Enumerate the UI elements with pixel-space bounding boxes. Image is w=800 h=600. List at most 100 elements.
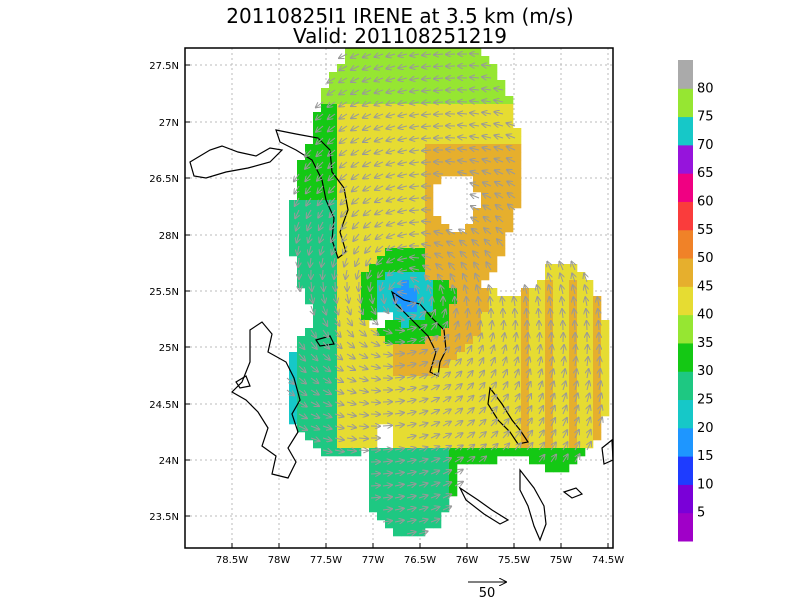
- wind-cell: [457, 312, 466, 321]
- wind-vector: [394, 448, 404, 450]
- wind-vector: [466, 457, 474, 463]
- wind-cell: [401, 128, 410, 137]
- wind-cell: [417, 112, 426, 121]
- wind-cell: [321, 400, 330, 409]
- wind-vector: [410, 90, 420, 92]
- wind-cell: [369, 160, 378, 169]
- wind-cell: [345, 128, 354, 137]
- wind-cell: [497, 120, 506, 129]
- wind-cell: [361, 168, 370, 177]
- wind-cell: [425, 184, 434, 193]
- wind-vector: [346, 438, 356, 439]
- wind-cell: [449, 440, 458, 449]
- wind-cell: [449, 80, 458, 89]
- wind-cell: [465, 440, 474, 449]
- wind-vector: [418, 399, 427, 402]
- wind-vector: [551, 382, 554, 391]
- wind-cell: [561, 384, 570, 393]
- wind-cell: [417, 176, 426, 185]
- wind-vector: [346, 378, 355, 381]
- wind-cell: [433, 144, 442, 153]
- wind-vector: [371, 293, 373, 303]
- wind-vector: [471, 183, 480, 186]
- wind-cell: [329, 304, 338, 313]
- wind-cell: [345, 176, 354, 185]
- wind-vector: [508, 205, 516, 211]
- wind-cell: [313, 168, 322, 177]
- wind-vector: [334, 450, 344, 452]
- wind-vector: [483, 205, 492, 210]
- wind-cell: [321, 144, 330, 153]
- wind-cell: [553, 464, 562, 473]
- wind-cell: [385, 288, 394, 297]
- wind-vector: [418, 531, 428, 534]
- wind-cell: [377, 200, 386, 209]
- wind-vector: [415, 286, 419, 295]
- wind-vector: [495, 159, 504, 162]
- wind-cell: [465, 320, 474, 329]
- wind-cell: [289, 384, 298, 393]
- wind-vector: [418, 483, 428, 486]
- wind-vector: [351, 66, 360, 70]
- wind-cell: [345, 104, 354, 113]
- wind-vector: [472, 240, 480, 247]
- wind-vector: [515, 345, 517, 355]
- wind-vector: [328, 89, 336, 95]
- wind-vector: [370, 474, 380, 475]
- wind-vector: [411, 278, 420, 282]
- wind-cell: [569, 376, 578, 385]
- wind-cell: [465, 328, 474, 337]
- wind-vector: [382, 354, 392, 355]
- wind-cell: [393, 216, 402, 225]
- wind-cell: [561, 464, 570, 473]
- wind-vector: [422, 78, 432, 79]
- wind-vector: [482, 112, 492, 114]
- wind-vector: [370, 342, 379, 346]
- wind-vector: [387, 150, 396, 153]
- wind-cell: [457, 64, 466, 73]
- wind-cell: [497, 336, 506, 345]
- wind-cell: [313, 408, 322, 417]
- wind-cell: [369, 400, 378, 409]
- wind-cell: [353, 224, 362, 233]
- wind-vector: [310, 341, 317, 349]
- wind-cell: [481, 264, 490, 273]
- wind-vector: [466, 408, 474, 415]
- wind-vector: [491, 346, 494, 355]
- wind-cell: [401, 56, 410, 65]
- wind-cell: [409, 248, 418, 257]
- wind-cell: [585, 352, 594, 361]
- wind-cell: [473, 88, 482, 97]
- wind-cell: [345, 376, 354, 385]
- wind-cell: [385, 104, 394, 113]
- wind-vector: [406, 496, 416, 498]
- wind-cell: [345, 448, 354, 457]
- wind-cell: [473, 328, 482, 337]
- wind-cell: [553, 280, 562, 289]
- wind-cell: [361, 400, 370, 409]
- wind-vector: [298, 377, 306, 384]
- wind-vector: [358, 414, 368, 415]
- wind-vector: [482, 101, 492, 103]
- wind-vector: [382, 414, 392, 415]
- wind-cell: [505, 112, 514, 121]
- wind-vector: [410, 210, 420, 211]
- wind-cell: [449, 240, 458, 249]
- wind-cell: [529, 416, 538, 425]
- wind-cell: [489, 288, 498, 297]
- wind-cell: [513, 448, 522, 457]
- wind-cell: [449, 248, 458, 257]
- wind-cell: [385, 168, 394, 177]
- wind-cell: [305, 408, 314, 417]
- wind-cell: [369, 184, 378, 193]
- wind-cell: [401, 288, 410, 297]
- wind-cell: [449, 136, 458, 145]
- wind-vector: [387, 234, 396, 238]
- wind-cell: [369, 504, 378, 513]
- wind-vector: [332, 245, 335, 254]
- wind-vector: [398, 150, 408, 152]
- wind-cell: [337, 320, 346, 329]
- wind-cell: [521, 288, 530, 297]
- wind-cell: [521, 352, 530, 361]
- wind-cell: [433, 472, 442, 481]
